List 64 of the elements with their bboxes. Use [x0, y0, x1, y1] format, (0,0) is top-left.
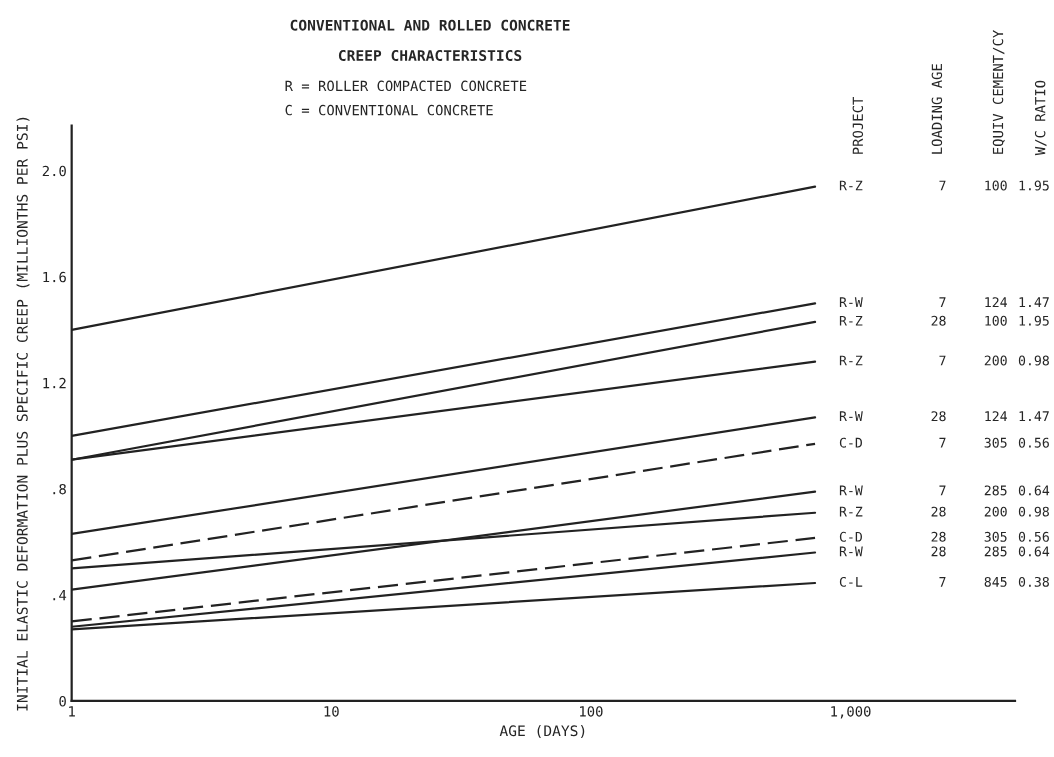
annotation: 28	[931, 546, 946, 557]
annotation: 845	[984, 576, 1007, 587]
text: R = ROLLER COMPACTED CONCRETE	[285, 80, 527, 92]
annotation: 28	[931, 506, 946, 517]
text: 0.38	[1018, 576, 1049, 587]
annotation: 200	[984, 506, 1007, 517]
text: 1.95	[1019, 315, 1049, 326]
text: 0.56	[1018, 531, 1049, 542]
annotation: 7	[939, 437, 946, 448]
text: 0.64	[1018, 546, 1050, 557]
series-label: R-W	[839, 485, 863, 496]
annotation: 28	[931, 411, 946, 422]
annotation: 28	[931, 315, 946, 326]
text: 0.56	[1018, 437, 1049, 448]
x-tick-label: 1	[69, 706, 75, 717]
series-label: R-Z	[839, 355, 863, 366]
text: C = CONVENTIONAL CONCRETE	[285, 104, 493, 116]
annotation: EQUIV CEMENT/CY	[992, 30, 1005, 154]
text: 0.98	[1018, 355, 1049, 366]
x-tick-label: 10	[324, 706, 339, 717]
series-label: C-D	[839, 437, 862, 448]
series-label: C-D	[839, 531, 862, 542]
text: 0.98	[1018, 506, 1049, 517]
text: 0.64	[1018, 485, 1050, 496]
annotation: 124	[985, 411, 1007, 421]
annotation: PROJECT	[852, 96, 864, 154]
series-label: R-Z	[839, 180, 863, 191]
chart-title: CONVENTIONAL AND ROLLED CONCRETE	[290, 19, 570, 31]
text: 1.47	[1019, 297, 1049, 307]
annotation: 7	[939, 355, 946, 366]
series-label: R-Z	[839, 506, 863, 517]
series-label: R-W	[839, 546, 863, 557]
series-label: R-Z	[839, 315, 863, 326]
text: 1.47	[1019, 411, 1049, 421]
annotation: 305	[984, 531, 1007, 542]
chart-subtitle: CREEP CHARACTERISTICS	[338, 49, 522, 62]
annotation: 7	[939, 577, 946, 587]
annotation: 100	[985, 315, 1007, 326]
y-tick-label: 2.0	[42, 165, 66, 177]
annotation: 7	[939, 297, 946, 307]
annotation: 7	[939, 485, 946, 496]
annotation: LOADING AGE	[931, 64, 943, 154]
x-axis-title: AGE (DAYS)	[499, 725, 585, 738]
annotation: 200	[984, 355, 1007, 366]
series-label: R-W	[839, 297, 863, 307]
annotation: 28	[931, 531, 946, 542]
y-tick-label: .4	[53, 590, 67, 601]
y-tick-label: 0	[59, 695, 66, 707]
y-tick-label: .8	[53, 483, 66, 495]
annotation: 305	[984, 437, 1007, 448]
series-label: C-L	[839, 576, 863, 587]
y-tick-label: 1.2	[43, 377, 66, 389]
text: W/C RATIO	[1034, 80, 1047, 156]
x-tick-label: 1,000	[831, 706, 871, 719]
annotation: 285	[984, 546, 1007, 557]
annotation: 7	[939, 180, 946, 191]
annotation: 285	[984, 485, 1007, 496]
annotation: 124	[985, 297, 1007, 307]
series-label: R-W	[839, 411, 863, 421]
y-tick-label: 1.6	[43, 271, 66, 283]
y-axis-title: INITIAL ELASTIC DEFORMATION PLUS SPECIFIC CREEP (MILLIONTHS PER PSI)	[16, 117, 30, 711]
text: 1.95	[1019, 180, 1049, 191]
annotation: 100	[985, 180, 1007, 191]
x-tick-label: 100	[580, 706, 603, 717]
